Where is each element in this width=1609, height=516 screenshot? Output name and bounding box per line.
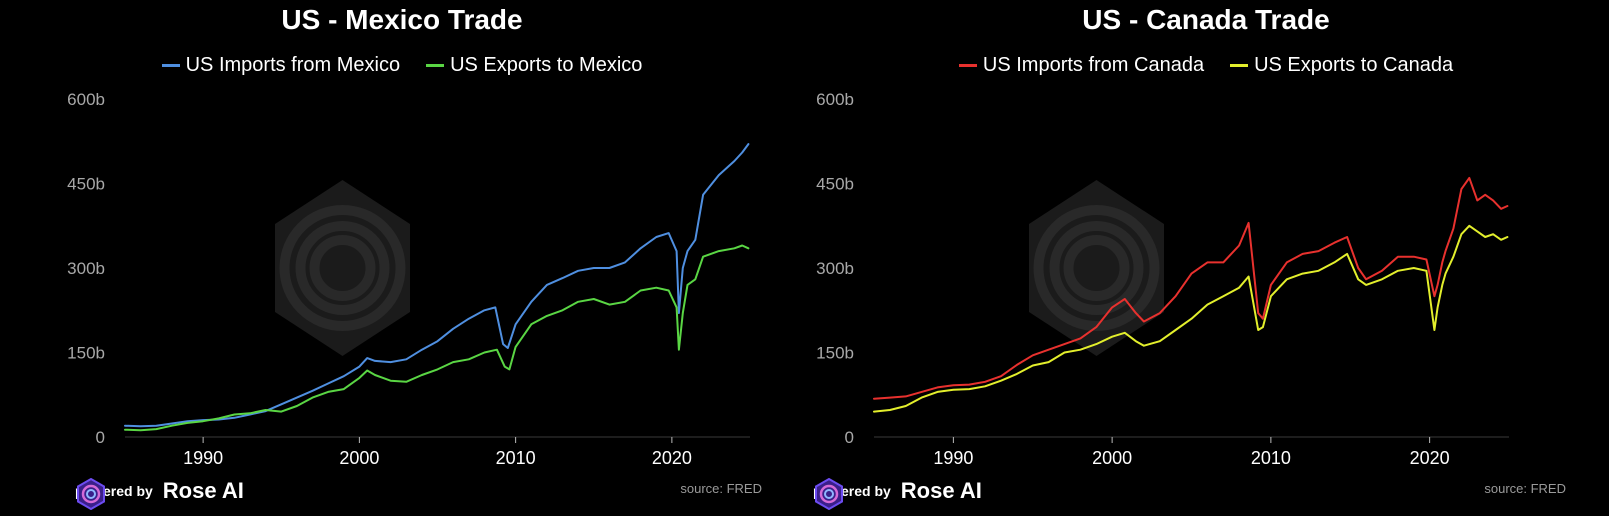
- x-tick-label: 2010: [1251, 448, 1291, 468]
- y-tick-label: 150b: [816, 344, 854, 363]
- x-tick-label: 2010: [496, 448, 536, 468]
- y-tick-label: 450b: [67, 175, 105, 194]
- legend-item-imports-canada: US Imports from Canada: [958, 54, 1205, 77]
- chart-svg-canada: 0 150b 300b 450b 600b 1990 2000 2010 2020: [816, 90, 1509, 468]
- chart-svg-mexico: 0 150b 300b 450b 600b 1990 2000 2010 2020: [67, 90, 750, 468]
- x-tick-label: 2020: [1410, 448, 1450, 468]
- chart-panel-mexico: 0 150b 300b 450b 600b 1990 2000 2010 2020 US - M…: [0, 0, 804, 516]
- legend-swatch: [958, 64, 977, 67]
- legend-label: US Exports to Mexico: [450, 54, 643, 76]
- legend-label: US Imports from Mexico: [185, 54, 401, 76]
- legend-label: US Imports from Canada: [982, 54, 1205, 76]
- chart-title: US - Mexico Trade: [281, 4, 523, 35]
- x-tick-label: 2020: [652, 448, 692, 468]
- chart-legend: US Imports from Canada US Exports to Can…: [804, 54, 1608, 77]
- y-tick-label: 300b: [816, 259, 854, 278]
- rose-ai-logo-icon: [815, 478, 843, 510]
- source-label: source: FRED: [1484, 481, 1566, 496]
- chart-legend: US Imports from Mexico US Exports to Mex…: [0, 54, 804, 77]
- series-line-1: [873, 224, 1509, 413]
- y-tick-label: 450b: [816, 175, 854, 194]
- y-tick-label: 600b: [816, 90, 854, 109]
- x-tick-label: 1990: [933, 448, 973, 468]
- series-line-0: [873, 176, 1509, 400]
- legend-item-exports-mexico: US Exports to Mexico: [426, 54, 642, 77]
- series-line-1: [124, 244, 750, 432]
- rose-ai-logo-icon: [77, 478, 105, 510]
- y-tick-label: 600b: [67, 90, 105, 109]
- watermark-icon: [1029, 180, 1164, 356]
- series-line-0: [124, 143, 750, 428]
- x-tick-label: 2000: [1092, 448, 1132, 468]
- y-tick-label: 0: [96, 428, 105, 447]
- chart-title: US - Canada Trade: [1082, 4, 1330, 35]
- x-tick-label: 2000: [339, 448, 379, 468]
- x-tick-label: 1990: [183, 448, 223, 468]
- y-tick-label: 150b: [67, 344, 105, 363]
- legend-item-imports-mexico: US Imports from Mexico: [161, 54, 401, 77]
- brand-name: Rose AI: [900, 478, 982, 503]
- brand: powered by Rose AI: [75, 478, 244, 510]
- y-tick-label: 0: [845, 428, 854, 447]
- source-label: source: FRED: [680, 481, 762, 496]
- brand: powered by Rose AI: [813, 478, 982, 510]
- y-tick-label: 300b: [67, 259, 105, 278]
- chart-panel-canada: 0 150b 300b 450b 600b 1990 2000 2010 2020 US - C…: [804, 0, 1608, 516]
- legend-item-exports-canada: US Exports to Canada: [1230, 54, 1453, 77]
- legend-swatch: [161, 64, 180, 67]
- legend-swatch: [1230, 64, 1249, 67]
- legend-swatch: [426, 64, 445, 67]
- brand-name: Rose AI: [162, 478, 244, 503]
- watermark-icon: [275, 180, 410, 356]
- legend-label: US Exports to Canada: [1254, 54, 1454, 76]
